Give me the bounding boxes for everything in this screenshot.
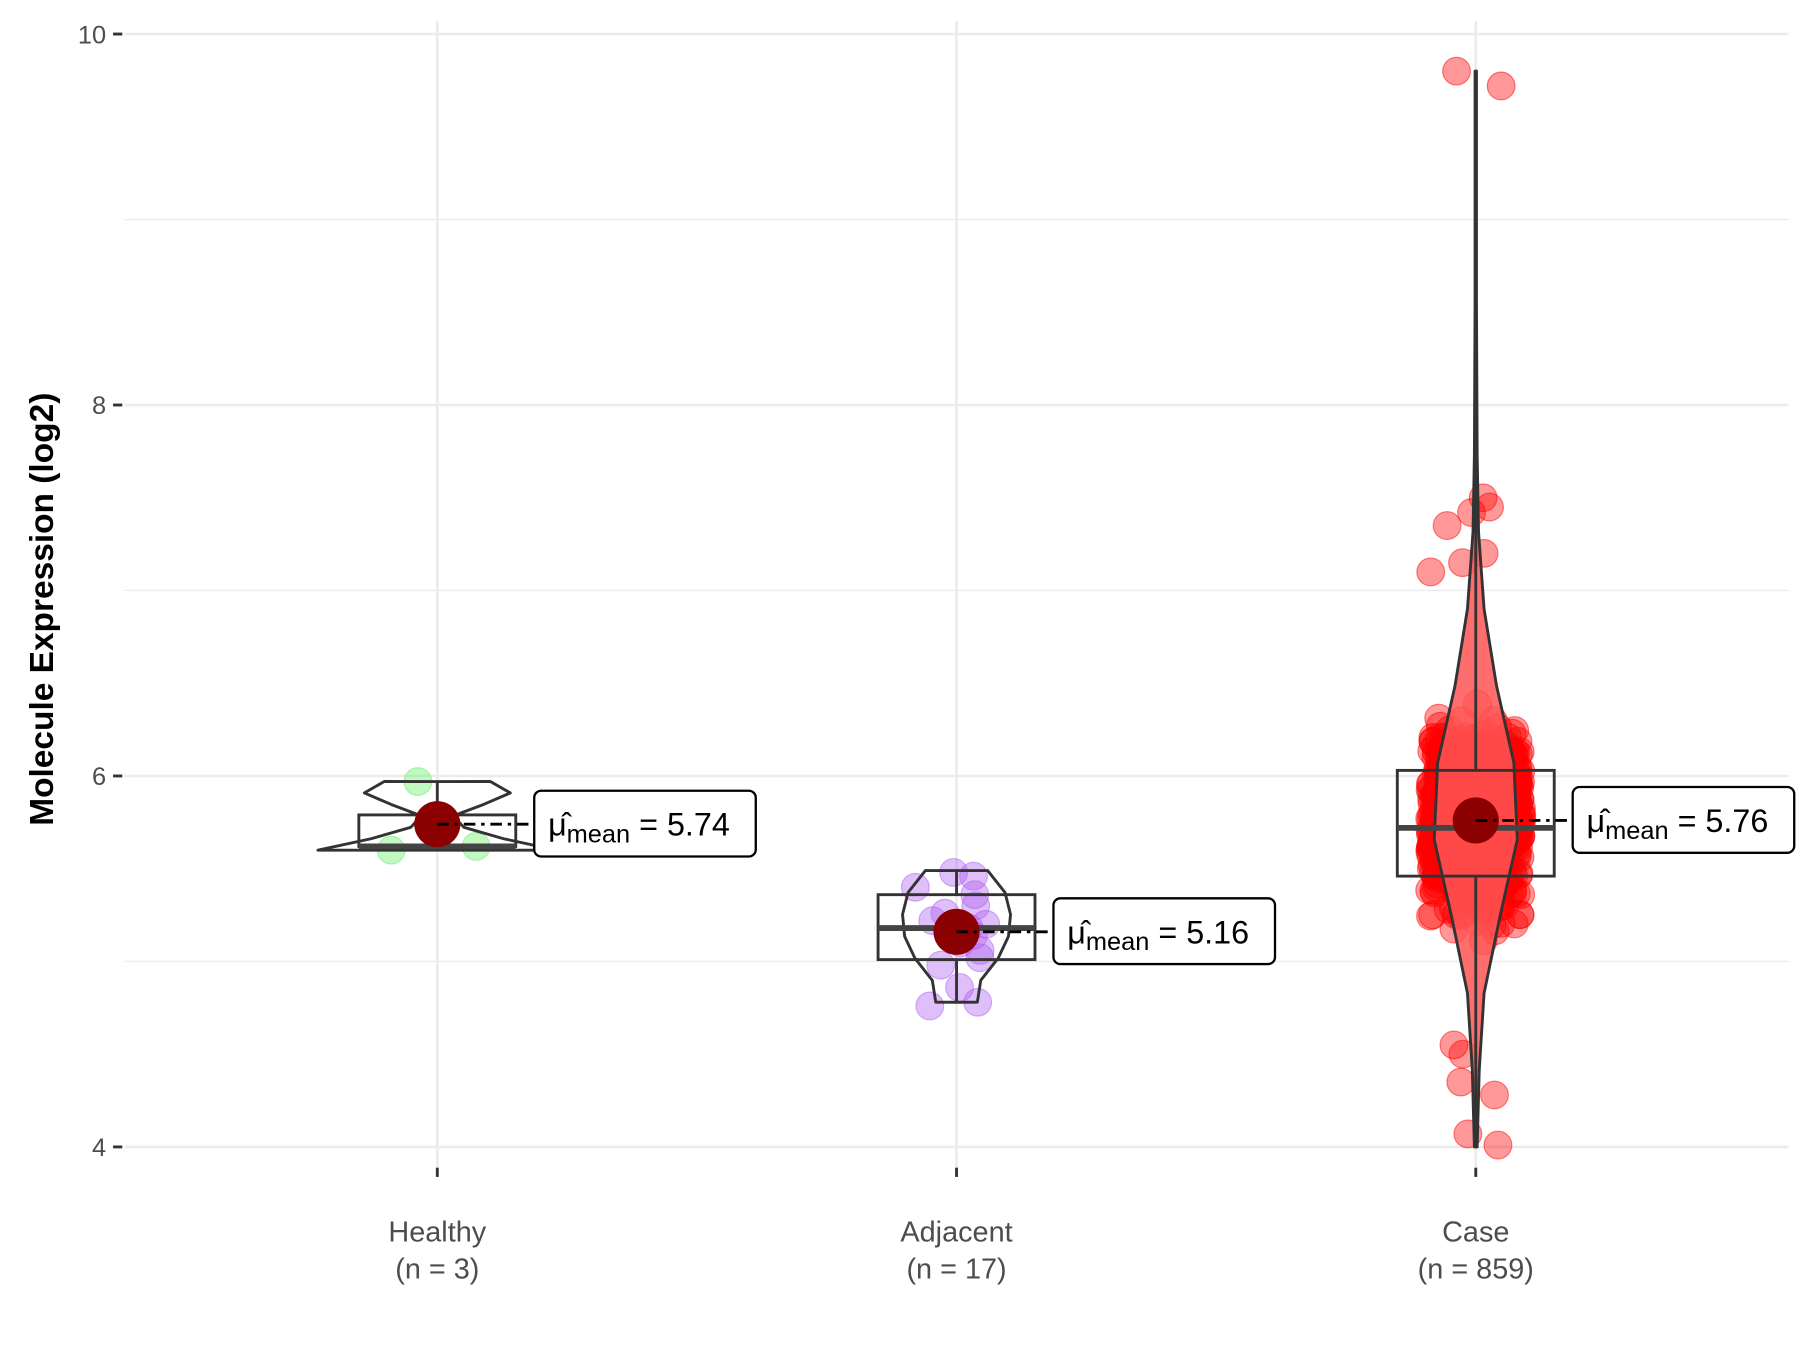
y-tick-label: 10 <box>78 21 106 49</box>
mean-label: μ̂mean = 5.76 <box>1587 803 1769 845</box>
data-point <box>1442 56 1471 86</box>
x-tick-count: (n = 17) <box>906 1253 1006 1285</box>
data-point <box>1439 1030 1469 1060</box>
data-point <box>1486 71 1516 101</box>
data-point <box>1457 498 1486 528</box>
data-point <box>1480 1080 1509 1110</box>
data-point <box>1505 900 1535 930</box>
data-point <box>1416 557 1446 587</box>
data-point <box>1446 1067 1476 1097</box>
x-tick-label: Case <box>1442 1217 1509 1249</box>
x-tick-label: Healthy <box>388 1217 486 1249</box>
group-healthy: μ̂mean = 5.74 <box>316 767 757 865</box>
data-point <box>1483 1130 1513 1160</box>
group-adjacent: μ̂mean = 5.16 <box>876 857 1277 1021</box>
data-point <box>945 972 974 1002</box>
mean-label-box <box>1571 785 1796 854</box>
mean-label-box <box>533 789 757 858</box>
x-tick-count: (n = 3) <box>395 1253 479 1285</box>
y-tick-label: 8 <box>92 392 106 420</box>
y-axis-title: Molecule Expression (log2) <box>24 393 61 826</box>
y-tick-label: 6 <box>92 763 106 791</box>
mean-label-box <box>1052 897 1277 966</box>
mean-label: μ̂mean = 5.16 <box>1067 914 1249 956</box>
x-tick-count: (n = 859) <box>1418 1253 1534 1285</box>
plot-groups: μ̂mean = 5.74 μ̂mean = 5.16 μ̂mean = 5.76 <box>316 56 1796 1160</box>
y-axis: 4 6 8 10 <box>78 21 123 1162</box>
data-point <box>939 857 968 887</box>
box <box>1395 768 1556 878</box>
data-point <box>1432 511 1462 540</box>
data-point <box>915 991 945 1021</box>
data-point <box>926 950 956 980</box>
x-axis: Healthy (n = 3) Adjacent (n = 17) Case (n = 8… <box>388 1167 1534 1285</box>
mean-label: μ̂mean = 5.74 <box>548 807 730 849</box>
y-tick-label: 4 <box>92 1134 106 1162</box>
data-point <box>1416 901 1445 931</box>
x-tick-label: Adjacent <box>900 1217 1012 1249</box>
group-case: μ̂mean = 5.76 <box>1395 56 1796 1160</box>
data-point <box>965 943 995 973</box>
violin <box>901 869 1012 1004</box>
